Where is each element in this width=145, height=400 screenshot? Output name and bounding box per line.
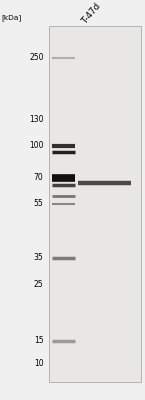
Text: 250: 250 <box>29 54 44 62</box>
Text: 10: 10 <box>34 360 44 368</box>
Text: 25: 25 <box>34 280 44 289</box>
Text: 35: 35 <box>34 254 44 262</box>
Text: 15: 15 <box>34 336 44 345</box>
Text: 55: 55 <box>34 200 44 208</box>
FancyBboxPatch shape <box>49 26 141 382</box>
Text: 100: 100 <box>29 142 44 150</box>
Text: 70: 70 <box>34 174 44 182</box>
Text: 130: 130 <box>29 116 44 124</box>
Text: [kDa]: [kDa] <box>1 15 22 21</box>
Text: T-47d: T-47d <box>81 1 103 25</box>
